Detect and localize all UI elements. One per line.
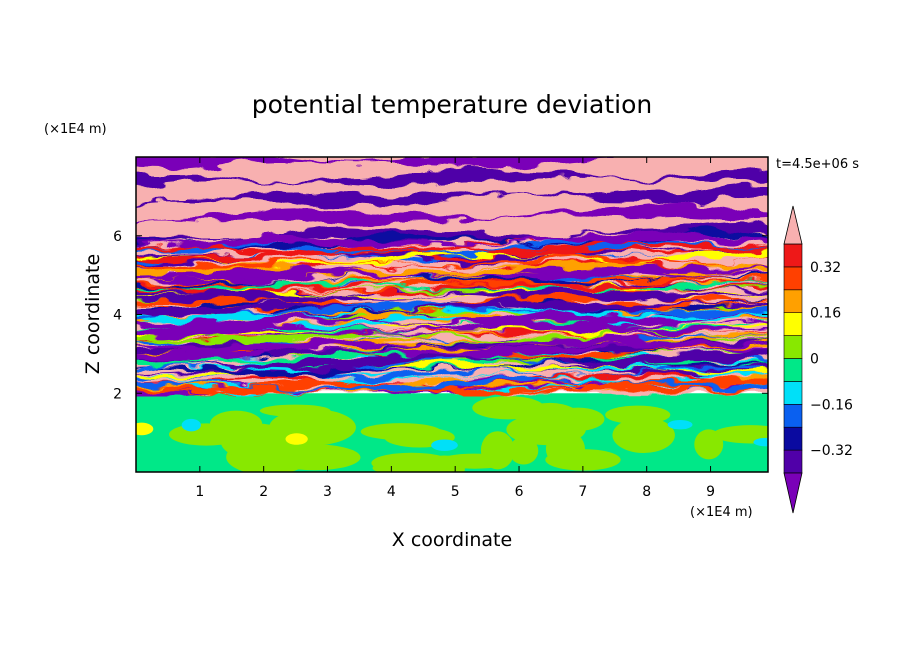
- colorbar-segment: [783, 243, 803, 268]
- colorbar-tick-label: −0.16: [810, 397, 853, 413]
- contour-field: [136, 157, 768, 472]
- x-tick-label: 5: [451, 484, 460, 500]
- lower-blob: [612, 417, 675, 454]
- lower-blob: [220, 423, 292, 460]
- y-tick-label: 4: [113, 308, 122, 324]
- x-unit-label: (×1E4 m): [690, 505, 753, 520]
- lower-blob: [431, 439, 458, 451]
- lower-blob: [285, 433, 308, 445]
- upper-streak: [136, 229, 768, 250]
- y-tick-label: 6: [113, 229, 122, 245]
- colorbar-segment: [783, 426, 803, 451]
- y-axis-label: Z coordinate: [82, 254, 104, 374]
- colorbar-extend-bottom: [783, 472, 803, 514]
- colorbar-segment: [783, 449, 803, 474]
- x-tick-label: 4: [387, 484, 396, 500]
- colorbar-extend-top: [783, 205, 803, 245]
- upper-layer: [136, 157, 768, 397]
- upper-band: [136, 265, 768, 280]
- colorbar-segment: [783, 403, 803, 428]
- colorbar-segment: [783, 358, 803, 382]
- upper-streak: [136, 304, 768, 321]
- upper-streak: [136, 364, 768, 379]
- x-tick-label: 9: [706, 484, 715, 500]
- upper-streak: [136, 361, 768, 380]
- upper-streak: [136, 357, 768, 377]
- upper-streak: [136, 274, 768, 295]
- lower-layer: [136, 393, 768, 472]
- colorbar-tick-label: −0.32: [810, 443, 853, 459]
- x-tick-label: 1: [195, 484, 204, 500]
- lower-blob: [753, 437, 768, 447]
- x-tick-label: 8: [642, 484, 651, 500]
- upper-band: [136, 339, 768, 356]
- y-axis: 2 4 6: [113, 229, 768, 402]
- upper-streak: [136, 278, 768, 295]
- colorbar-tick-label: 0.32: [810, 260, 841, 276]
- upper-streak: [136, 250, 768, 266]
- upper-band: [136, 298, 768, 317]
- upper-band: [136, 311, 768, 330]
- upper-streak: [136, 243, 768, 264]
- upper-band: [136, 318, 768, 338]
- x-tick-label: 2: [259, 484, 268, 500]
- lower-blob: [372, 461, 429, 472]
- lower-blob: [712, 425, 768, 444]
- colorbar-segment: [783, 312, 803, 336]
- colorbar-tick-label: 0: [810, 352, 819, 368]
- lower-blob: [506, 413, 586, 446]
- upper-streak: [136, 377, 768, 395]
- lower-blob: [136, 422, 154, 436]
- colorbar-segment: [783, 381, 803, 405]
- upper-band: [136, 157, 624, 169]
- chart-title: potential temperature deviation: [252, 90, 652, 119]
- upper-streak: [136, 252, 768, 271]
- lower-blob: [667, 420, 693, 430]
- upper-band: [136, 184, 768, 208]
- upper-streak: [136, 378, 768, 393]
- lower-blob: [545, 449, 621, 471]
- lower-blob: [694, 429, 724, 460]
- colorbar-segment: [783, 335, 803, 359]
- upper-streak: [136, 282, 768, 303]
- lower-blob: [423, 455, 465, 472]
- upper-band: [136, 350, 768, 368]
- upper-band: [136, 231, 768, 247]
- colorbar-segment: [783, 266, 803, 291]
- x-axis-label: X coordinate: [392, 529, 512, 551]
- upper-streak: [136, 246, 768, 265]
- upper-streak: [136, 379, 768, 395]
- upper-band: [136, 343, 768, 363]
- y-unit-label: (×1E4 m): [44, 122, 107, 137]
- upper-band: [136, 167, 768, 187]
- upper-band: [136, 221, 768, 247]
- lower-blob: [472, 396, 545, 420]
- colorbar-tick-label: 0.16: [810, 306, 841, 322]
- lower-blob: [181, 418, 201, 432]
- upper-band: [136, 288, 768, 303]
- x-tick-label: 6: [515, 484, 524, 500]
- x-axis: 1 2 3 4 5 6 7 8 9: [195, 157, 715, 500]
- lower-blob: [480, 431, 515, 470]
- upper-streak: [136, 377, 768, 392]
- colorbar: 0.32 0.16 0 −0.16 −0.32: [783, 205, 853, 514]
- x-tick-label: 7: [578, 484, 587, 500]
- lower-blob: [268, 444, 361, 471]
- upper-streak: [136, 239, 768, 254]
- x-tick-label: 3: [323, 484, 332, 500]
- lower-blob: [289, 412, 345, 431]
- time-label: t=4.5e+06 s: [776, 157, 859, 172]
- upper-band: [136, 203, 768, 225]
- colorbar-segment: [783, 289, 803, 313]
- y-tick-label: 2: [113, 386, 122, 402]
